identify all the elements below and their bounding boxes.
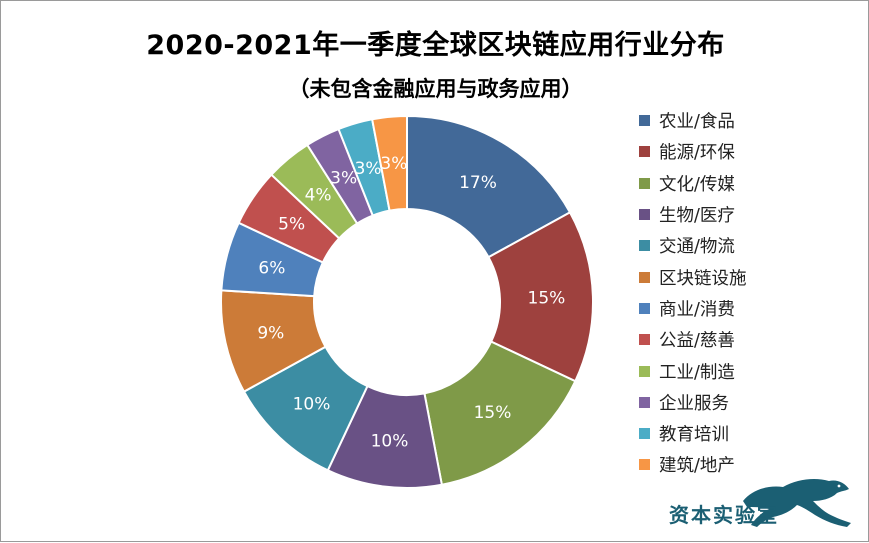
slice-data-label: 10% (371, 431, 409, 451)
legend-label: 交通/物流 (659, 237, 735, 258)
legend-label: 教育培训 (659, 425, 729, 446)
legend-label: 公益/慈善 (659, 331, 735, 352)
legend-swatch (639, 334, 650, 346)
slice-data-label: 9% (257, 323, 284, 343)
watermark-text: 资本实验室 (669, 503, 779, 527)
legend-label: 文化/传媒 (659, 174, 735, 195)
legend-swatch (639, 396, 650, 408)
legend-item: 商业/消费 (639, 293, 859, 324)
slice-data-label: 6% (258, 258, 285, 278)
legend-item: 能源/环保 (639, 136, 859, 167)
legend-label: 生物/医疗 (659, 206, 735, 227)
slice-data-label: 3% (330, 169, 357, 189)
legend-label: 区块链设施 (659, 268, 747, 289)
panther-icon (743, 479, 851, 527)
legend-item: 工业/制造 (639, 355, 859, 386)
legend-swatch (639, 302, 650, 314)
legend-swatch (639, 146, 650, 158)
slice-data-label: 3% (355, 159, 382, 179)
donut-slice (423, 340, 577, 486)
legend-label: 农业/食品 (659, 112, 735, 133)
legend-item: 教育培训 (639, 418, 859, 449)
donut-slice (487, 211, 594, 383)
slice-data-label: 5% (278, 215, 305, 235)
legend-item: 生物/医疗 (639, 199, 859, 230)
legend-item: 企业服务 (639, 387, 859, 418)
slice-data-label: 10% (293, 395, 331, 415)
slice-data-label: 17% (459, 173, 497, 193)
legend-label: 能源/环保 (659, 143, 735, 164)
legend-swatch (639, 115, 650, 127)
slice-data-label: 4% (305, 186, 332, 206)
legend-label: 工业/制造 (659, 362, 735, 383)
legend-label: 企业服务 (659, 393, 729, 414)
legend-swatch (639, 240, 650, 252)
chart-subtitle: （未包含金融应用与政务应用） (288, 77, 583, 101)
chart-legend: 农业/食品能源/环保文化/传媒生物/医疗交通/物流区块链设施商业/消费公益/慈善… (639, 105, 859, 481)
legend-swatch (639, 365, 650, 377)
legend-item: 区块链设施 (639, 261, 859, 292)
legend-swatch (639, 428, 650, 440)
legend-item: 建筑/地产 (639, 449, 859, 480)
slice-data-label: 3% (380, 154, 407, 174)
legend-item: 农业/食品 (639, 105, 859, 136)
legend-swatch (639, 271, 650, 283)
legend-swatch (639, 209, 650, 221)
legend-item: 文化/传媒 (639, 168, 859, 199)
legend-item: 公益/慈善 (639, 324, 859, 355)
legend-swatch (639, 177, 650, 189)
legend-label: 建筑/地产 (659, 456, 735, 477)
chart-title: 2020-2021年一季度全球区块链应用行业分布 (146, 30, 725, 61)
legend-swatch (639, 459, 650, 471)
legend-label: 商业/消费 (659, 299, 735, 320)
donut-slice (406, 114, 572, 259)
donut-slice (370, 114, 408, 212)
legend-item: 交通/物流 (639, 230, 859, 261)
slice-data-label: 15% (528, 289, 566, 309)
slice-data-label: 15% (474, 403, 512, 423)
